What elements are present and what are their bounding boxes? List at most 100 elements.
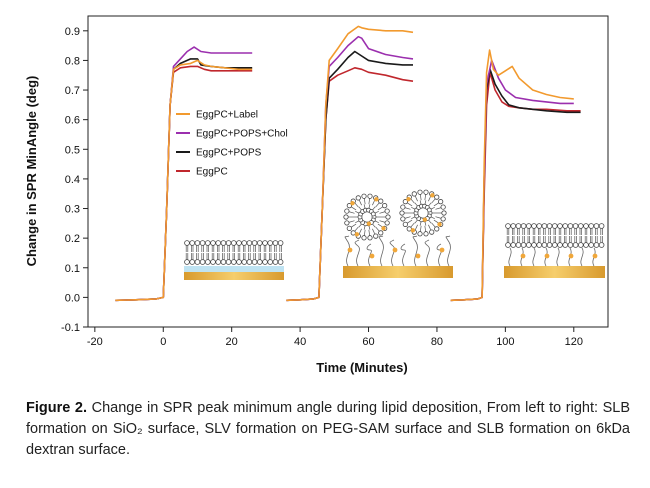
lipid-tail	[435, 216, 442, 219]
y-tick-label: 0.0	[65, 292, 80, 304]
lipid-head	[189, 240, 196, 246]
lipid-head	[515, 242, 522, 248]
peg-chains	[344, 235, 451, 267]
lipid-head	[277, 240, 284, 246]
lipid-head	[184, 240, 190, 246]
lipid-head	[378, 198, 384, 204]
label-marker	[381, 226, 386, 231]
lipid-head	[262, 240, 268, 246]
lipid-head	[215, 240, 222, 246]
lipid-head	[382, 203, 388, 209]
lipid-head	[236, 259, 242, 265]
label-marker	[430, 193, 435, 198]
lipid-head	[562, 223, 568, 229]
lipid-head	[367, 235, 373, 241]
lipid-tail	[433, 202, 440, 207]
lipid-head	[225, 259, 232, 265]
dextran-chain	[580, 247, 584, 267]
lipid-head	[557, 223, 563, 229]
lipid-head	[593, 242, 600, 248]
series-line	[115, 59, 253, 302]
lipid-tail	[348, 211, 355, 214]
lipid-head	[520, 242, 527, 248]
lipid-bilayer	[184, 240, 284, 265]
dextran-chain	[532, 247, 536, 267]
lipid-head	[441, 210, 447, 216]
lipid-head	[567, 242, 574, 248]
y-tick-label: 0.9	[65, 26, 80, 38]
label-marker	[592, 253, 598, 259]
x-tick-label: 120	[565, 336, 583, 348]
lipid-head	[346, 225, 352, 231]
lipid-bilayer	[505, 223, 605, 248]
plot-area	[87, 15, 609, 328]
lipid-tail	[368, 198, 371, 205]
lipid-head	[557, 242, 563, 248]
lipid-tail	[424, 194, 427, 201]
lipid-tail	[431, 222, 436, 228]
lipid-vesicle-left	[343, 193, 391, 241]
lipid-head	[588, 223, 594, 229]
slb-sio2-illustration	[184, 240, 284, 280]
lipid-tail	[358, 228, 362, 235]
lipid-head	[546, 242, 553, 248]
lipid-head	[525, 242, 532, 248]
lipid-head	[251, 259, 258, 265]
lipid-head	[505, 223, 511, 229]
lipid-tail	[377, 206, 384, 211]
y-tick-label: 0.7	[65, 85, 80, 97]
label-marker	[520, 253, 526, 259]
label-marker	[544, 253, 550, 259]
lipid-head	[246, 240, 253, 246]
lipid-head	[272, 259, 279, 265]
x-tick-label: 60	[362, 336, 374, 348]
lipid-tail	[428, 224, 432, 231]
lipid-tail	[430, 216, 435, 219]
lipid-tail	[358, 223, 362, 228]
lipid-head	[210, 240, 216, 246]
gold-substrate	[504, 266, 605, 278]
lipid-head	[210, 259, 216, 265]
lipid-head	[572, 223, 579, 229]
lipid-head	[541, 242, 548, 248]
lipid-vesicle-right	[399, 189, 447, 237]
lipid-tail	[372, 206, 376, 211]
lipid-head	[267, 259, 274, 265]
label-marker	[366, 221, 372, 226]
lipid-tail	[363, 204, 366, 209]
series-line	[450, 49, 574, 302]
legend: EggPC+Label EggPC+POPS+Chol EggPC+POPS EggP…	[176, 110, 288, 178]
lipid-tail	[424, 225, 427, 232]
lipid-head	[343, 214, 349, 220]
lipid-tail	[363, 198, 366, 205]
lipid-tail	[414, 195, 418, 202]
lipid-head	[241, 259, 248, 265]
lipid-tail	[411, 207, 416, 210]
lipid-head	[593, 223, 600, 229]
lipid-tail	[419, 225, 422, 232]
lipid-head	[256, 240, 263, 246]
lipid-head	[598, 242, 605, 248]
lipid-head	[434, 226, 440, 232]
lipid-head	[272, 240, 279, 246]
lipid-head	[370, 211, 376, 217]
label-marker	[415, 253, 421, 259]
legend-label: EggPC+POPS+Chol	[196, 129, 288, 140]
lipid-tail	[375, 202, 380, 208]
lipid-tail	[379, 211, 386, 214]
lipid-tail	[431, 198, 436, 204]
lipid-head	[426, 207, 432, 213]
lipid-tail	[368, 229, 371, 236]
lipid-tail	[414, 219, 418, 224]
lipid-head	[583, 242, 589, 248]
lipid-head	[231, 259, 237, 265]
lipid-head	[429, 229, 435, 235]
peg-chain	[378, 235, 384, 267]
lipid-head	[588, 242, 594, 248]
lipid-tail	[428, 195, 432, 202]
lipid-head	[215, 259, 222, 265]
label-marker	[374, 197, 379, 202]
lipid-tail	[355, 220, 360, 223]
lipid-tail	[372, 223, 376, 228]
lipid-tail	[414, 224, 418, 231]
